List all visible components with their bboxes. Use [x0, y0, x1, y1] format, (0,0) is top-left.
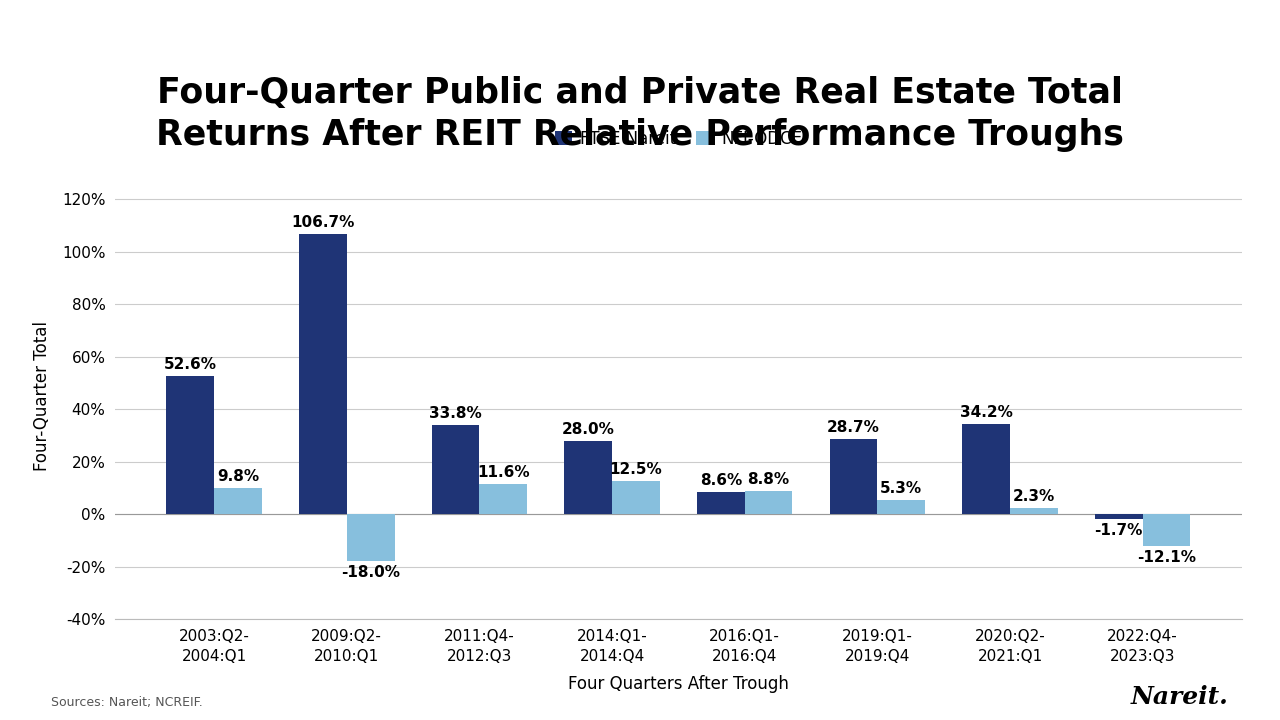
Bar [347, 514, 394, 562]
Text: 2.3%: 2.3% [1012, 489, 1055, 504]
Text: -12.1%: -12.1% [1137, 550, 1196, 565]
Text: 8.8%: 8.8% [748, 472, 790, 487]
Bar [877, 500, 925, 514]
Text: 33.8%: 33.8% [429, 407, 483, 421]
Bar [963, 424, 1010, 514]
Text: 28.7%: 28.7% [827, 420, 879, 435]
Text: 106.7%: 106.7% [292, 215, 355, 230]
Text: Sources: Nareit; NCREIF.: Sources: Nareit; NCREIF. [51, 696, 204, 709]
Bar [1010, 508, 1057, 514]
Y-axis label: Four-Quarter Total: Four-Quarter Total [33, 321, 51, 471]
Bar [564, 441, 612, 514]
Text: 11.6%: 11.6% [477, 465, 530, 480]
Text: 34.2%: 34.2% [960, 405, 1012, 420]
Text: -1.7%: -1.7% [1094, 523, 1143, 538]
Bar [431, 426, 480, 514]
Text: 8.6%: 8.6% [700, 472, 742, 487]
Text: 52.6%: 52.6% [164, 357, 216, 372]
X-axis label: Four Quarters After Trough: Four Quarters After Trough [568, 675, 788, 693]
Text: Nareit.: Nareit. [1132, 685, 1229, 709]
Text: Four-Quarter Public and Private Real Estate Total
Returns After REIT Relative Pe: Four-Quarter Public and Private Real Est… [156, 76, 1124, 152]
Text: 28.0%: 28.0% [562, 422, 614, 437]
Bar [166, 376, 214, 514]
Bar [829, 438, 877, 514]
Bar [300, 234, 347, 514]
Bar [698, 492, 745, 514]
Bar [612, 482, 659, 514]
Legend: FTSE Nareit, NFI-ODCE: FTSE Nareit, NFI-ODCE [548, 123, 809, 154]
Text: -18.0%: -18.0% [342, 565, 401, 580]
Bar [745, 491, 792, 514]
Bar [214, 488, 262, 514]
Text: 12.5%: 12.5% [609, 462, 662, 477]
Bar [480, 484, 527, 514]
Bar [1094, 514, 1143, 518]
Text: 9.8%: 9.8% [218, 469, 259, 485]
Bar [1143, 514, 1190, 546]
Text: 5.3%: 5.3% [881, 481, 923, 496]
